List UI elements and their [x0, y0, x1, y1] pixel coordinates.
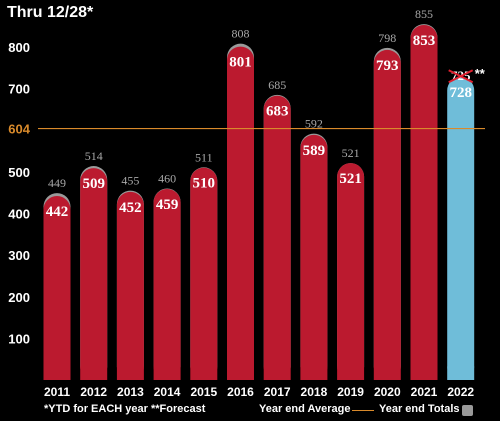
ytd-bar	[337, 163, 365, 380]
legend-average-label: Year end Average	[259, 403, 351, 415]
ytd-bar	[80, 168, 108, 380]
y-tick-label: 100	[8, 331, 30, 346]
x-tick-label: 2014	[154, 385, 181, 399]
forecast-marker: **	[475, 66, 486, 81]
x-tick-label: 2011	[44, 385, 70, 399]
ytd-bar	[43, 196, 71, 380]
value-label: 728	[449, 85, 472, 101]
x-tick-label: 2015	[190, 385, 217, 399]
total-label: 460	[158, 172, 176, 186]
y-tick-label: 200	[8, 290, 30, 305]
x-tick-label: 2018	[301, 385, 328, 399]
x-tick-label: 2021	[411, 385, 438, 399]
value-label: 589	[303, 143, 326, 159]
total-label: 808	[232, 27, 250, 41]
x-tick-label: 2013	[117, 385, 144, 399]
legend-average-line	[352, 410, 374, 411]
average-line-label: 604	[8, 122, 30, 137]
ytd-bar-base	[300, 366, 328, 380]
value-label: 793	[376, 58, 399, 74]
total-label: 798	[378, 31, 396, 45]
ytd-bar	[373, 49, 401, 380]
value-label: 683	[266, 104, 289, 120]
chart-title: Thru 12/28*	[7, 4, 94, 21]
total-label: 685	[268, 78, 286, 92]
total-label: 855	[415, 7, 433, 21]
value-label: 853	[413, 33, 436, 49]
ytd-bar-base	[43, 366, 71, 380]
strike-mark	[448, 69, 474, 84]
ytd-bar-base	[116, 366, 144, 380]
x-tick-label: 2016	[227, 385, 254, 399]
ytd-bar-base	[80, 366, 108, 380]
ytd-bar-base	[373, 366, 401, 380]
value-label: 442	[46, 204, 69, 220]
x-tick-label: 2019	[337, 385, 364, 399]
ytd-bar-base	[447, 366, 475, 380]
total-label: 455	[121, 174, 139, 188]
legend-totals-label: Year end Totals	[379, 403, 460, 415]
total-label: 449	[48, 176, 66, 190]
ytd-bar	[263, 95, 291, 381]
ytd-bar-base	[153, 366, 181, 380]
ytd-bar	[227, 46, 254, 381]
value-label: 521	[339, 171, 362, 187]
ytd-bar-base	[410, 366, 438, 380]
y-tick-label: 300	[8, 248, 30, 263]
x-tick-label: 2020	[374, 385, 401, 399]
x-tick-label: 2022	[447, 385, 474, 399]
ytd-bar	[153, 188, 181, 380]
ytd-bar	[410, 24, 438, 380]
y-tick-label: 800	[8, 40, 30, 55]
total-label: 511	[195, 150, 213, 164]
ytd-bar	[447, 76, 475, 380]
value-label: 510	[193, 176, 216, 192]
x-tick-label: 2017	[264, 385, 291, 399]
ytd-bar-base	[263, 366, 291, 380]
value-label: 509	[82, 176, 105, 192]
value-label: 801	[229, 55, 252, 71]
total-label: 521	[342, 146, 360, 160]
ytd-bar-base	[190, 366, 218, 380]
ytd-bar	[300, 134, 328, 380]
value-label: 459	[156, 197, 179, 213]
value-label: 452	[119, 200, 142, 216]
y-tick-label: 700	[8, 82, 30, 97]
total-label: 514	[85, 149, 103, 163]
y-tick-label: 500	[8, 165, 30, 180]
total-label: 592	[305, 117, 323, 131]
ytd-bar-base	[337, 366, 365, 380]
legend-totals-swatch	[462, 405, 473, 416]
y-tick-label: 400	[8, 207, 30, 222]
x-tick-label: 2012	[80, 385, 107, 399]
ytd-bar	[116, 191, 144, 380]
ytd-bar-base	[227, 366, 254, 380]
ytd-bar	[190, 167, 218, 380]
footnote: *YTD for EACH year **Forecast	[44, 403, 206, 415]
